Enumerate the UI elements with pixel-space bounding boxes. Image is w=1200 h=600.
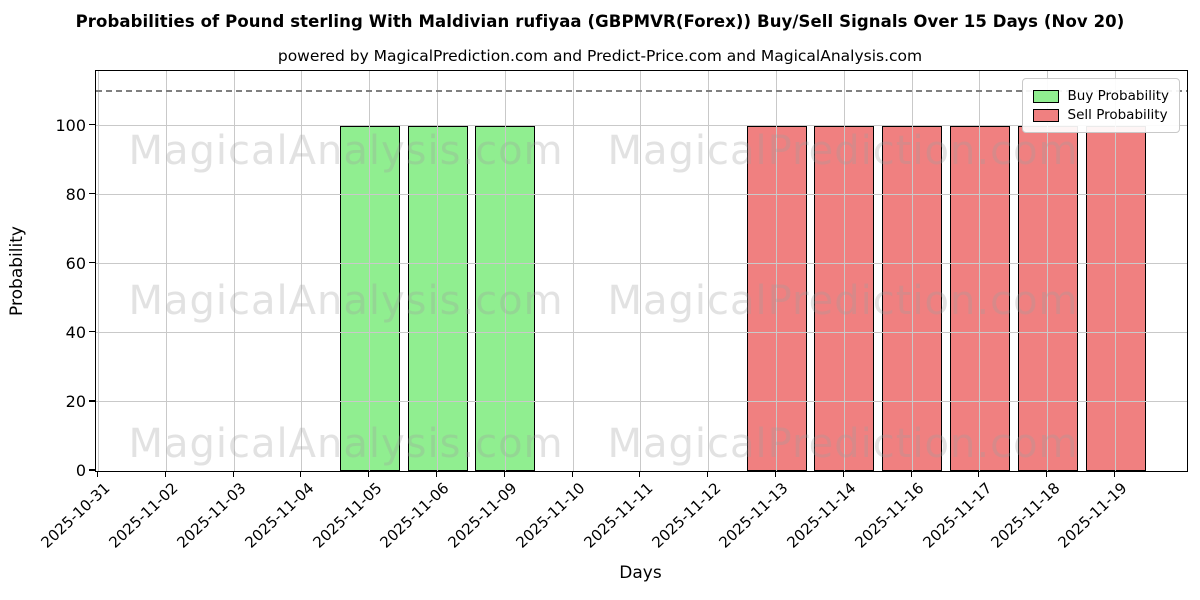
x-tick-label: 2025-11-18	[986, 479, 1063, 552]
x-tick-label: 2025-11-10	[512, 479, 589, 552]
x-tick-mark	[707, 471, 709, 477]
x-tick-mark	[774, 471, 777, 477]
watermark-text: MagicalPrediction.com	[607, 278, 1079, 324]
watermark-text: MagicalPrediction.com	[607, 421, 1079, 467]
y-tick-label: 40	[65, 322, 86, 342]
vertical-gridline	[843, 71, 845, 471]
y-tick-mark	[89, 331, 95, 333]
watermark-text: MagicalAnalysis.com	[128, 278, 564, 324]
vertical-gridline	[437, 71, 438, 471]
x-tick-mark	[978, 471, 980, 477]
y-tick-mark	[89, 123, 95, 126]
vertical-gridline	[233, 71, 235, 471]
y-tick-mark	[89, 262, 95, 264]
x-tick-label: 2025-11-17	[919, 479, 996, 552]
watermark-text: MagicalPrediction.com	[607, 128, 1079, 174]
chart-subtitle: powered by MagicalPrediction.com and Pre…	[277, 47, 923, 65]
x-tick-mark	[1113, 471, 1116, 477]
legend-label: Sell Probability	[1067, 107, 1168, 123]
y-tick-label: 100	[55, 115, 86, 135]
x-tick-label: 2025-11-14	[783, 479, 860, 552]
vertical-gridline	[504, 71, 506, 471]
watermark-text: MagicalAnalysis.com	[128, 128, 564, 174]
horizontal-gridline	[96, 332, 1187, 334]
vertical-gridline	[369, 71, 371, 471]
vertical-gridline	[776, 71, 777, 471]
x-tick-mark	[571, 471, 573, 477]
x-tick-mark	[96, 471, 99, 477]
horizontal-gridline	[96, 401, 1187, 403]
x-tick-label: 2025-11-16	[851, 479, 928, 552]
y-tick-mark	[89, 469, 95, 471]
legend-item: Sell Probability	[1032, 107, 1169, 123]
x-tick-label: 2025-11-06	[376, 479, 453, 552]
vertical-gridline	[640, 71, 642, 471]
horizontal-gridline	[96, 125, 1187, 127]
vertical-gridline	[1047, 71, 1049, 471]
vertical-gridline	[979, 71, 981, 471]
y-tick-mark	[89, 400, 95, 402]
x-tick-mark	[639, 471, 641, 477]
x-tick-mark	[435, 471, 438, 477]
vertical-gridline	[98, 71, 99, 471]
y-tick-label: 0	[75, 461, 86, 480]
x-tick-mark	[300, 471, 302, 477]
vertical-gridline	[1115, 71, 1116, 471]
y-tick-label: 20	[65, 391, 86, 411]
x-tick-mark	[503, 471, 505, 477]
horizontal-gridline	[96, 194, 1187, 196]
y-tick-label: 80	[65, 184, 86, 204]
legend-swatch-buy	[1032, 89, 1059, 103]
vertical-gridline	[165, 71, 167, 471]
x-tick-label: 2025-11-04	[241, 479, 318, 552]
x-tick-mark	[910, 471, 912, 477]
x-tick-label: 2025-11-13	[715, 479, 792, 552]
plot-area: MagicalAnalysis.com MagicalAnalysis.com Ma…	[95, 70, 1188, 472]
vertical-gridline	[708, 71, 710, 471]
x-tick-mark	[368, 471, 370, 477]
x-tick-label: 2025-10-31	[37, 479, 114, 552]
legend-item: Buy Probability	[1032, 88, 1169, 104]
x-tick-label: 2025-11-02	[105, 479, 182, 552]
x-tick-mark	[1046, 471, 1048, 477]
y-tick-label: 60	[65, 253, 86, 273]
vertical-gridline	[911, 71, 913, 471]
legend-swatch-sell	[1032, 108, 1059, 122]
x-tick-mark	[232, 471, 234, 477]
x-tick-mark	[164, 471, 166, 477]
x-tick-mark	[842, 471, 844, 477]
watermark-text: MagicalAnalysis.com	[128, 421, 564, 467]
x-tick-label: 2025-11-19	[1054, 479, 1131, 552]
x-tick-label: 2025-11-11	[580, 479, 657, 552]
y-tick-mark	[89, 193, 95, 195]
chart-title: Probabilities of Pound sterling With Mal…	[75, 12, 1125, 31]
x-tick-label: 2025-11-03	[173, 479, 250, 552]
vertical-gridline	[572, 71, 574, 471]
x-tick-label: 2025-11-09	[444, 479, 521, 552]
horizontal-gridline	[96, 263, 1187, 265]
threshold-dashed-line	[96, 90, 1187, 92]
legend-label: Buy Probability	[1067, 88, 1169, 104]
x-tick-label: 2025-11-12	[647, 479, 724, 552]
vertical-gridline	[301, 71, 303, 471]
legend: Buy Probability Sell Probability	[1021, 78, 1180, 133]
x-tick-label: 2025-11-05	[308, 479, 385, 552]
x-axis-label: Days	[619, 563, 662, 583]
